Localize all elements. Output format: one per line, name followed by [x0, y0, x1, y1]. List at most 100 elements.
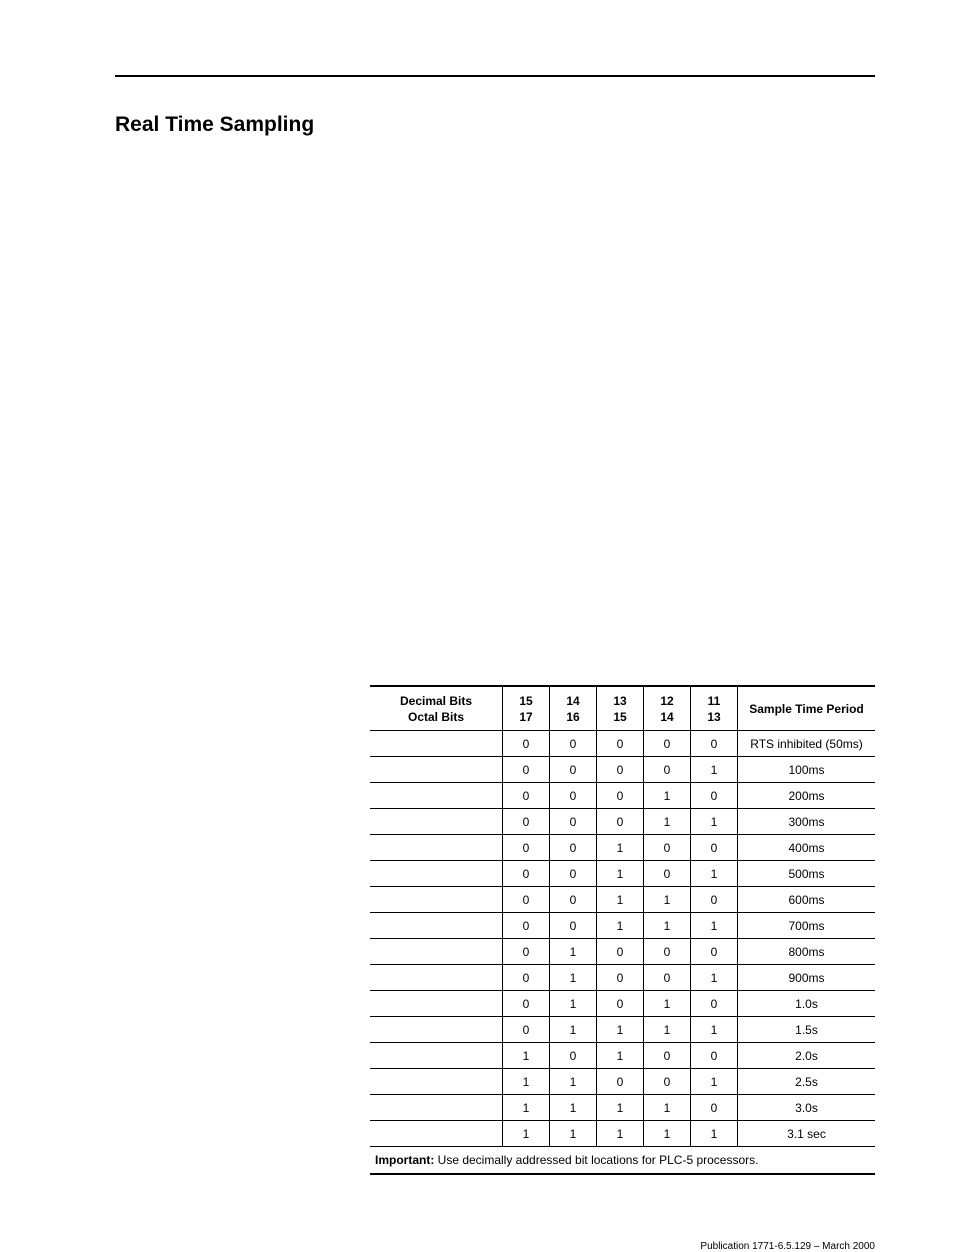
bit-cell: 0: [503, 1017, 550, 1043]
table-body: 00000RTS inhibited (50ms) 00001100ms 000…: [370, 731, 875, 1147]
bit-cell: 1: [550, 1121, 597, 1147]
bit-cell: 1: [597, 1121, 644, 1147]
bitcol-oct: 13: [707, 710, 720, 724]
table-row: 00101500ms: [370, 861, 875, 887]
bit-cell: 0: [691, 783, 738, 809]
bit-cell: 0: [503, 757, 550, 783]
period-cell: 200ms: [738, 783, 876, 809]
bit-cell: 0: [644, 1069, 691, 1095]
table-footnote-row: Important: Use decimally addressed bit l…: [370, 1147, 875, 1175]
bit-cell: 1: [597, 1043, 644, 1069]
bit-cell: 1: [644, 887, 691, 913]
bitcol-dec: 11: [708, 694, 721, 708]
bitcol-oct: 14: [660, 710, 673, 724]
bit-cell: 0: [550, 757, 597, 783]
bit-cell: 0: [550, 913, 597, 939]
bit-cell: 1: [691, 965, 738, 991]
period-cell: 2.5s: [738, 1069, 876, 1095]
table-row: 00111700ms: [370, 913, 875, 939]
period-cell: 2.0s: [738, 1043, 876, 1069]
bit-cell: 1: [691, 1017, 738, 1043]
bit-cell: 0: [550, 783, 597, 809]
bit-cell: 0: [691, 1095, 738, 1121]
header-decimal-bits: Decimal Bits: [400, 694, 472, 708]
bit-cell: 1: [644, 991, 691, 1017]
bitcol-dec: 14: [566, 694, 579, 708]
bit-cell: 1: [503, 1095, 550, 1121]
header-bitcol-0: 15 17: [503, 686, 550, 731]
table-row: 00011300ms: [370, 809, 875, 835]
bit-cell: 0: [503, 835, 550, 861]
bit-cell: 1: [550, 991, 597, 1017]
bit-cell: 0: [644, 965, 691, 991]
bit-cell: 0: [597, 809, 644, 835]
period-cell: 300ms: [738, 809, 876, 835]
bit-cell: 1: [550, 1095, 597, 1121]
header-octal-bits: Octal Bits: [408, 710, 464, 724]
bit-cell: 0: [644, 861, 691, 887]
bit-cell: 1: [644, 783, 691, 809]
bitcol-oct: 16: [566, 710, 579, 724]
period-cell: 500ms: [738, 861, 876, 887]
bit-cell: 0: [597, 991, 644, 1017]
bit-cell: 0: [503, 861, 550, 887]
table-row: 01000800ms: [370, 939, 875, 965]
bit-cell: 1: [691, 809, 738, 835]
bit-cell: 0: [503, 809, 550, 835]
bitcol-dec: 15: [519, 694, 532, 708]
bit-cell: 1: [503, 1121, 550, 1147]
bit-cell: 0: [503, 783, 550, 809]
bit-cell: 0: [597, 783, 644, 809]
horizontal-rule: [115, 75, 875, 77]
period-cell: 600ms: [738, 887, 876, 913]
period-cell: RTS inhibited (50ms): [738, 731, 876, 757]
bit-cell: 1: [691, 1121, 738, 1147]
period-cell: 3.1 sec: [738, 1121, 876, 1147]
header-bitcol-1: 14 16: [550, 686, 597, 731]
bit-cell: 0: [644, 731, 691, 757]
bit-cell: 1: [644, 809, 691, 835]
table-header-row: Decimal Bits Octal Bits 15 17 14 16 13 1…: [370, 686, 875, 731]
bit-cell: 1: [644, 913, 691, 939]
bit-cell: 0: [597, 939, 644, 965]
bit-cell: 0: [691, 1043, 738, 1069]
bit-cell: 1: [644, 1121, 691, 1147]
bitcol-dec: 13: [613, 694, 626, 708]
header-bitcol-4: 11 13: [691, 686, 738, 731]
bit-cell: 0: [597, 1069, 644, 1095]
footnote-bold: Important:: [375, 1153, 434, 1167]
table-footnote: Important: Use decimally addressed bit l…: [370, 1147, 875, 1175]
bit-cell: 0: [691, 887, 738, 913]
bit-cell: 0: [550, 731, 597, 757]
bit-cell: 0: [550, 861, 597, 887]
section-title: Real Time Sampling: [115, 113, 314, 137]
bit-cell: 0: [550, 887, 597, 913]
table-row: 00110600ms: [370, 887, 875, 913]
period-cell: 1.0s: [738, 991, 876, 1017]
bit-cell: 1: [691, 1069, 738, 1095]
period-cell: 700ms: [738, 913, 876, 939]
bit-cell: 1: [691, 913, 738, 939]
table-row: 010101.0s: [370, 991, 875, 1017]
header-bitcol-2: 13 15: [597, 686, 644, 731]
bit-cell: 0: [503, 731, 550, 757]
bit-cell: 0: [503, 965, 550, 991]
bit-cell: 1: [597, 1017, 644, 1043]
period-cell: 3.0s: [738, 1095, 876, 1121]
bit-cell: 1: [550, 1069, 597, 1095]
bit-cell: 0: [644, 1043, 691, 1069]
bit-cell: 1: [550, 1017, 597, 1043]
bit-cell: 0: [691, 939, 738, 965]
table-row: 111103.0s: [370, 1095, 875, 1121]
bit-cell: 0: [503, 913, 550, 939]
bit-cell: 1: [503, 1043, 550, 1069]
bit-cell: 0: [691, 731, 738, 757]
table-row: 101002.0s: [370, 1043, 875, 1069]
table-row: 00010200ms: [370, 783, 875, 809]
bit-cell: 0: [644, 835, 691, 861]
bit-cell: 0: [597, 731, 644, 757]
table-row: 00001100ms: [370, 757, 875, 783]
period-cell: 400ms: [738, 835, 876, 861]
bit-cell: 0: [550, 1043, 597, 1069]
bit-cell: 1: [691, 757, 738, 783]
